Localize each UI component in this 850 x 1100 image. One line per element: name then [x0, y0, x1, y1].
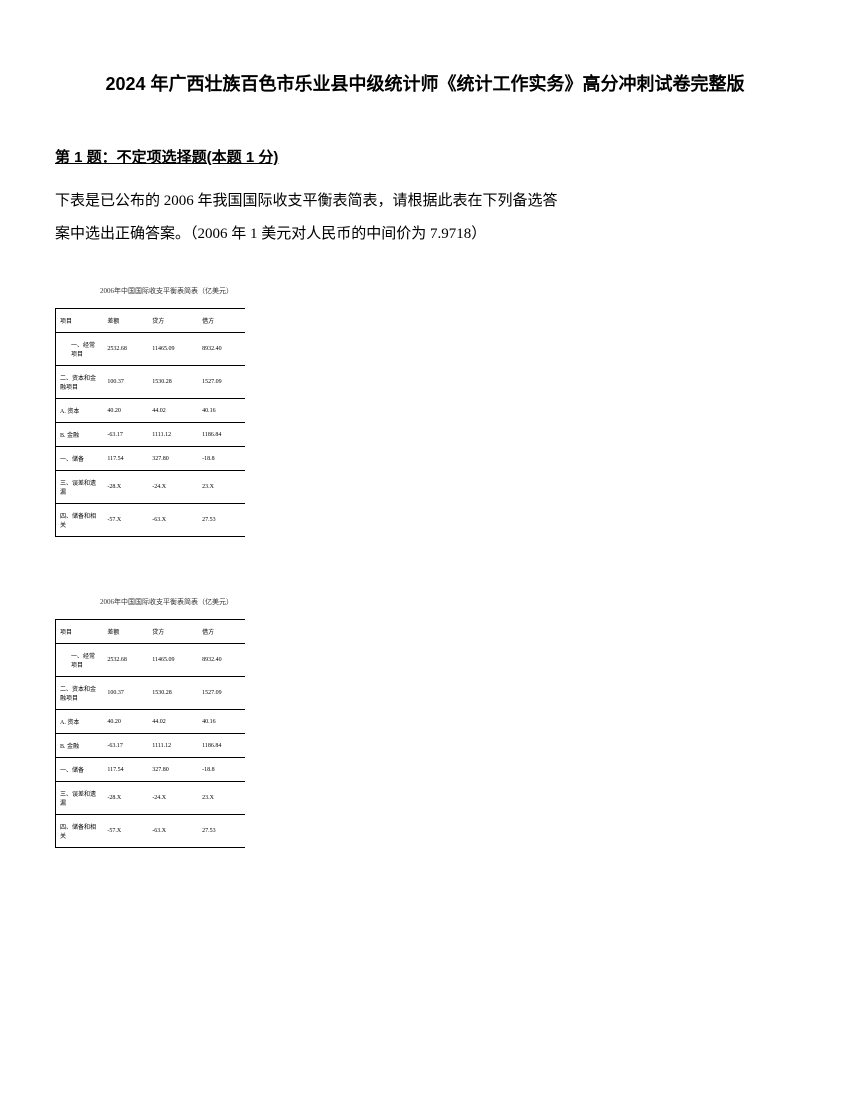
header-col-2: 差额	[103, 620, 148, 644]
cell: -28.X	[103, 471, 148, 504]
cell: 一、经常项目	[56, 644, 104, 677]
cell: 40.16	[198, 710, 245, 734]
cell: 2532.68	[103, 333, 148, 366]
table-row: 一、储备 117.54 327.80 -18.8	[56, 447, 246, 471]
cell: -28.X	[103, 782, 148, 815]
cell: 27.53	[198, 815, 245, 848]
table-row: 一、储备 117.54 327.80 -18.8	[56, 758, 246, 782]
cell: 1186.84	[198, 423, 245, 447]
cell: 23.X	[198, 471, 245, 504]
header-col-4: 借方	[198, 309, 245, 333]
cell: 117.54	[103, 447, 148, 471]
header-col-3: 贷方	[148, 620, 198, 644]
cell: 8932.40	[198, 333, 245, 366]
cell: 1530.28	[148, 677, 198, 710]
cell: A. 资本	[56, 710, 104, 734]
cell: -57.X	[103, 815, 148, 848]
cell: 二、资本和金融项目	[56, 366, 104, 399]
header-col-1: 项目	[56, 309, 104, 333]
table-row: 一、经常项目 2532.68 11465.09 8932.40	[56, 644, 246, 677]
table-row: 一、经常项目 2532.68 11465.09 8932.40	[56, 333, 246, 366]
cell: -63.X	[148, 815, 198, 848]
cell: -18.8	[198, 447, 245, 471]
question-text: 下表是已公布的 2006 年我国国际收支平衡表简表，请根据此表在下列备选答 案中…	[55, 185, 795, 251]
cell: -24.X	[148, 782, 198, 815]
table-title-1: 2006年中国国际收支平衡表简表（亿美元）	[55, 286, 795, 296]
cell: 100.37	[103, 677, 148, 710]
table-header-row: 项目 差额 贷方 借方	[56, 620, 246, 644]
cell: 11465.09	[148, 644, 198, 677]
cell: 44.02	[148, 399, 198, 423]
cell: 1527.09	[198, 677, 245, 710]
cell: -63.X	[148, 504, 198, 537]
cell: 四、储备和相关	[56, 504, 104, 537]
cell: 40.20	[103, 710, 148, 734]
cell: -63.17	[103, 734, 148, 758]
question-header: 第 1 题：不定项选择题(本题 1 分)	[55, 146, 795, 167]
cell: 三、误差和遗漏	[56, 471, 104, 504]
cell: -57.X	[103, 504, 148, 537]
page-title: 2024 年广西壮族百色市乐业县中级统计师《统计工作实务》高分冲刺试卷完整版	[55, 70, 795, 96]
table-container-2: 2006年中国国际收支平衡表简表（亿美元） 项目 差额 贷方 借方 一、经常项目…	[55, 597, 795, 848]
cell: 二、资本和金融项目	[56, 677, 104, 710]
cell: 40.20	[103, 399, 148, 423]
cell: 44.02	[148, 710, 198, 734]
table-row: 三、误差和遗漏 -28.X -24.X 23.X	[56, 471, 246, 504]
table-row: 三、误差和遗漏 -28.X -24.X 23.X	[56, 782, 246, 815]
table-row: A. 资本 40.20 44.02 40.16	[56, 399, 246, 423]
cell: B. 金融	[56, 734, 104, 758]
table-row: 四、储备和相关 -57.X -63.X 27.53	[56, 815, 246, 848]
table-row: 二、资本和金融项目 100.37 1530.28 1527.09	[56, 366, 246, 399]
cell: 117.54	[103, 758, 148, 782]
balance-table-1: 项目 差额 贷方 借方 一、经常项目 2532.68 11465.09 8932…	[55, 308, 245, 537]
cell: 40.16	[198, 399, 245, 423]
balance-table-2: 项目 差额 贷方 借方 一、经常项目 2532.68 11465.09 8932…	[55, 619, 245, 848]
table-row: A. 资本 40.20 44.02 40.16	[56, 710, 246, 734]
cell: 四、储备和相关	[56, 815, 104, 848]
cell: 一、储备	[56, 447, 104, 471]
cell: 327.80	[148, 447, 198, 471]
cell: 1186.84	[198, 734, 245, 758]
question-line-1: 下表是已公布的 2006 年我国国际收支平衡表简表，请根据此表在下列备选答	[55, 185, 795, 218]
cell: B. 金融	[56, 423, 104, 447]
table-header-row: 项目 差额 贷方 借方	[56, 309, 246, 333]
cell: 27.53	[198, 504, 245, 537]
table-row: 四、储备和相关 -57.X -63.X 27.53	[56, 504, 246, 537]
cell: -24.X	[148, 471, 198, 504]
cell: 2532.68	[103, 644, 148, 677]
cell: 23.X	[198, 782, 245, 815]
cell: 8932.40	[198, 644, 245, 677]
header-col-3: 贷方	[148, 309, 198, 333]
table-row: 二、资本和金融项目 100.37 1530.28 1527.09	[56, 677, 246, 710]
cell: 11465.09	[148, 333, 198, 366]
table-container-1: 2006年中国国际收支平衡表简表（亿美元） 项目 差额 贷方 借方 一、经常项目…	[55, 286, 795, 537]
header-col-4: 借方	[198, 620, 245, 644]
cell: -63.17	[103, 423, 148, 447]
cell: A. 资本	[56, 399, 104, 423]
cell: 327.80	[148, 758, 198, 782]
header-col-2: 差额	[103, 309, 148, 333]
cell: 一、储备	[56, 758, 104, 782]
question-line-2: 案中选出正确答案。（2006 年 1 美元对人民币的中间价为 7.9718）	[55, 218, 795, 251]
cell: 100.37	[103, 366, 148, 399]
cell: 一、经常项目	[56, 333, 104, 366]
cell: -18.8	[198, 758, 245, 782]
header-col-1: 项目	[56, 620, 104, 644]
cell: 1530.28	[148, 366, 198, 399]
cell: 1111.12	[148, 734, 198, 758]
cell: 三、误差和遗漏	[56, 782, 104, 815]
table-row: B. 金融 -63.17 1111.12 1186.84	[56, 423, 246, 447]
table-title-2: 2006年中国国际收支平衡表简表（亿美元）	[55, 597, 795, 607]
cell: 1527.09	[198, 366, 245, 399]
cell: 1111.12	[148, 423, 198, 447]
table-row: B. 金融 -63.17 1111.12 1186.84	[56, 734, 246, 758]
